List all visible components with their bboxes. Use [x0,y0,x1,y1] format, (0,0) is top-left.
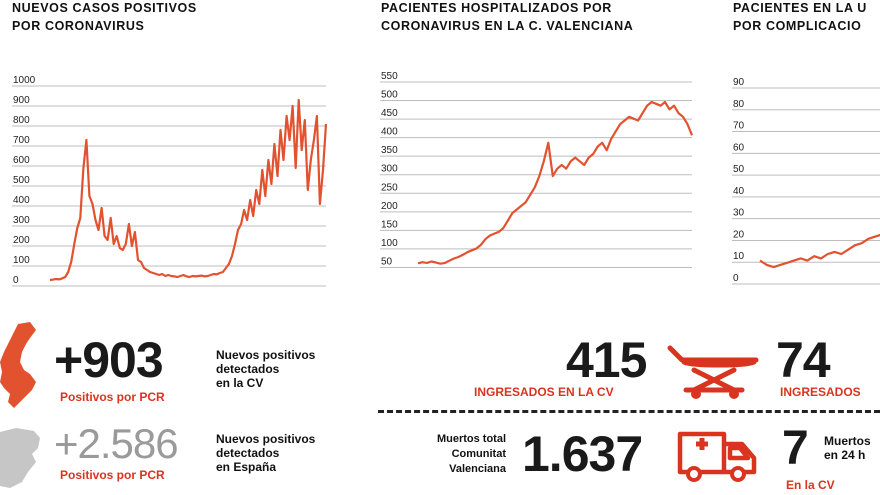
c1-tick-label-1: 100 [13,255,30,266]
c1-tick-label-4: 400 [13,195,30,206]
c2-tick-label-5: 300 [381,164,398,175]
c3-tick-label-9: 90 [733,77,745,88]
spain-map-icon [0,428,40,488]
chart1-title: NUEVOS CASOS POSITIVOS POR CORONAVIRUS [12,0,197,35]
chart1-title-line1: NUEVOS CASOS POSITIVOS [12,1,197,15]
c3-tick-label-4: 40 [733,186,745,197]
chart3-title: PACIENTES EN LA U POR COMPLICACIO [733,0,867,35]
c2-tick-label-10: 550 [381,71,398,82]
c2-tick-label-9: 500 [381,90,398,101]
stretcher-icon [667,345,759,399]
c2-tick-label-4: 250 [381,182,398,193]
c3-tick-label-7: 70 [733,121,745,132]
chart2-title-line2: CORONAVIRUS EN LA C. VALENCIANA [381,19,634,33]
c2-tick-label-3: 200 [381,201,398,212]
hospitalized-value: 415 [566,332,647,388]
icu-value: 74 [776,332,831,388]
c1-tick-label-3: 300 [13,215,30,226]
c2-tick-label-8: 450 [381,108,398,119]
c3-tick-label-2: 20 [733,229,745,240]
deaths-24h-desc: Muertos en 24 h [824,434,871,462]
pcr-es-desc: Nuevos positivos detectados en España [216,432,315,474]
c1-tick-label-2: 200 [13,235,30,246]
new-cases-chart: 0 100 200 300 400 500 600 700 800 900 1000 [12,75,328,287]
deaths-24h-label: En la CV [786,478,835,492]
ambulance-icon [677,431,757,482]
c2-tick-label-7: 400 [381,127,398,138]
valencia-map-icon [0,322,36,408]
deaths-total-desc-line2: Comunitat [451,448,506,460]
deaths-total-desc-line3: Valenciana [449,463,506,475]
c1-tick-label-8: 800 [13,115,30,126]
chart2-title: PACIENTES HOSPITALIZADOS POR CORONAVIRUS… [381,0,633,35]
c2-tick-label-1: 100 [381,238,398,249]
icu-chart: 0 10 20 30 40 50 60 70 80 90 [732,77,880,285]
hospitalized-label: INGRESADOS EN LA CV [474,385,614,399]
c3-tick-label-0: 0 [733,273,739,284]
c1-tick-label-9: 900 [13,95,30,106]
c3-tick-label-8: 80 [733,99,745,110]
chart1-title-line2: POR CORONAVIRUS [12,19,145,33]
deaths-24h-desc-line1: Muertos [824,434,871,448]
chart2-title-line1: PACIENTES HOSPITALIZADOS POR [381,1,612,15]
c1-tick-label-0: 0 [13,275,19,286]
hospitalized-chart: 50 100 150 200 250 300 350 400 450 500 550 [380,71,694,268]
deaths-24h-value: 7 [782,422,809,475]
icu-label: INGRESADOS [780,385,861,399]
chart3-title-line1: PACIENTES EN LA U [733,1,867,15]
deaths-total-desc: Muertos total Comunitat Valenciana [392,432,506,477]
deaths-24h-desc-line2: en 24 h [824,448,866,462]
c1-tick-label-7: 700 [13,135,30,146]
chart3-title-line2: POR COMPLICACIO [733,19,862,33]
pcr-es-value: +2.586 [54,420,179,467]
pcr-cv-value: +903 [54,332,164,388]
c2-tick-label-6: 350 [381,145,398,156]
c1-tick-label-5: 500 [13,175,30,186]
c2-tick-label-2: 150 [381,219,398,230]
pcr-cv-desc-line2: detectados [216,362,280,376]
c3-tick-label-1: 10 [733,251,745,262]
pcr-es-desc-line3: en España [216,460,277,474]
c3-tick-label-5: 50 [733,164,745,175]
c3-series-line [759,233,880,269]
pcr-cv-label: Positivos por PCR [60,390,165,404]
c1-tick-label-10: 1000 [13,75,36,86]
c1-series-line [49,98,328,282]
c2-series-line [417,100,694,265]
c3-tick-label-6: 60 [733,142,745,153]
pcr-cv-desc-line3: en la CV [216,376,264,390]
deaths-total-desc-line1: Muertos total [436,433,506,445]
c2-tick-label-0: 50 [381,256,393,267]
c3-tick-label-3: 30 [733,208,745,219]
deaths-total-value: 1.637 [522,426,643,482]
divider-dashed [378,410,880,413]
pcr-cv-desc-line1: Nuevos positivos [216,348,316,362]
pcr-es-label: Positivos por PCR [60,468,165,482]
pcr-cv-desc: Nuevos positivos detectados en la CV [216,348,315,390]
pcr-es-desc-line2: detectados [216,446,280,460]
c1-tick-label-6: 600 [13,155,30,166]
pcr-es-desc-line1: Nuevos positivos [216,432,316,446]
